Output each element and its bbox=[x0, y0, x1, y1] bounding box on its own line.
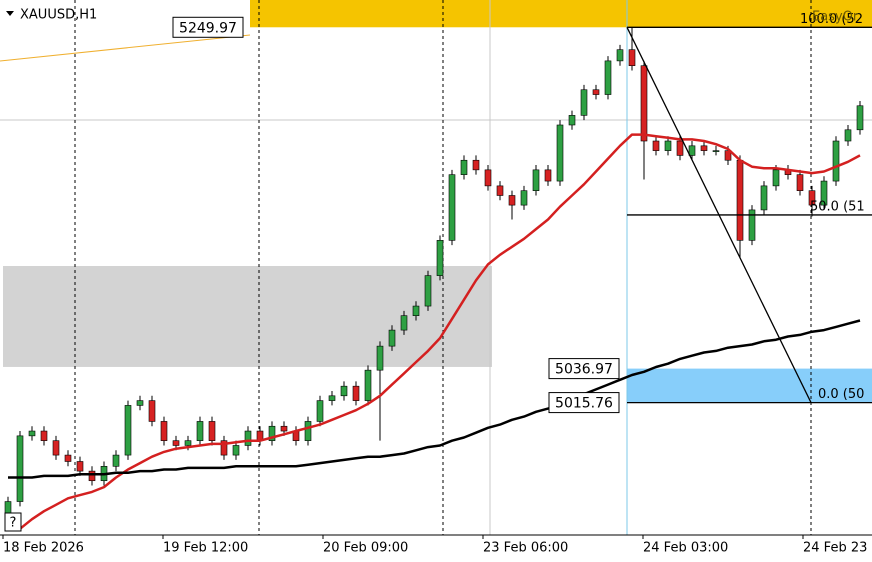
price-label-box bbox=[548, 358, 620, 380]
candle-body bbox=[796, 174, 804, 191]
candle-body bbox=[580, 89, 588, 116]
candle-body bbox=[388, 329, 396, 347]
candle-body bbox=[544, 169, 552, 182]
candle-body bbox=[772, 169, 780, 187]
candle-body bbox=[244, 430, 252, 446]
candle-body bbox=[664, 140, 672, 151]
price-label: 5249.97 bbox=[179, 20, 237, 36]
candle-body bbox=[700, 145, 708, 151]
candle-body bbox=[688, 145, 696, 156]
candle-body bbox=[340, 385, 348, 397]
candle-body bbox=[676, 140, 684, 156]
zones bbox=[3, 0, 872, 403]
candle-body bbox=[304, 421, 312, 441]
candle-body bbox=[40, 430, 48, 441]
zone bbox=[250, 0, 872, 28]
candle-body bbox=[16, 435, 24, 502]
candle-body bbox=[400, 315, 408, 331]
x-tick-label: 24 Feb 03:00 bbox=[643, 541, 728, 556]
candle-body bbox=[520, 190, 528, 206]
candle-body bbox=[736, 159, 744, 241]
candle-body bbox=[496, 185, 504, 196]
moving-average bbox=[19, 133, 861, 530]
menu-arrow[interactable] bbox=[6, 11, 14, 16]
candle-body bbox=[124, 405, 132, 456]
candle-body bbox=[352, 385, 360, 401]
x-tick-label: 20 Feb 09:00 bbox=[323, 541, 408, 556]
x-tick-label: 24 Feb 23 bbox=[803, 541, 867, 556]
symbol-title: XAUUSD,H1 bbox=[20, 8, 97, 23]
candle-body bbox=[616, 49, 624, 62]
candle-body bbox=[328, 395, 336, 401]
fib-label: 50.0 (51 bbox=[810, 199, 865, 214]
candle-body bbox=[280, 425, 288, 432]
candle-body bbox=[436, 240, 444, 276]
x-tick-label: 19 Feb 12:00 bbox=[163, 541, 248, 556]
candle-body bbox=[28, 430, 36, 437]
x-tick-label: 23 Feb 06:00 bbox=[483, 541, 568, 556]
help-box[interactable] bbox=[4, 512, 22, 532]
grid bbox=[0, 0, 872, 535]
moving-average bbox=[8, 319, 861, 479]
candle-body bbox=[508, 195, 516, 206]
overlays: 100.0 (52 50.0 (51 0.0 (50 5249.97 5036.97 50… bbox=[172, 12, 872, 414]
candle-body bbox=[604, 60, 612, 95]
candle-body bbox=[652, 140, 660, 151]
price-label: 5015.76 bbox=[555, 396, 613, 412]
candle-body bbox=[364, 369, 372, 401]
candle-body bbox=[136, 400, 144, 406]
candle-body bbox=[112, 454, 120, 467]
zone bbox=[3, 266, 492, 367]
candle-body bbox=[196, 421, 204, 441]
candle-body bbox=[808, 190, 816, 206]
candle-body bbox=[52, 440, 60, 456]
candle-body bbox=[460, 159, 468, 175]
candle-body bbox=[556, 124, 564, 182]
candle-body bbox=[760, 185, 768, 211]
annotation: EasyOr bbox=[812, 10, 859, 25]
candle-body bbox=[448, 174, 456, 241]
fib-label: 0.0 (50 bbox=[818, 387, 864, 402]
candle-body bbox=[148, 400, 156, 422]
candle-body bbox=[844, 129, 852, 142]
candle-body bbox=[832, 140, 840, 182]
x-tick-label: 18 Feb 2026 bbox=[3, 541, 84, 556]
candle-body bbox=[88, 470, 96, 482]
candle-body bbox=[712, 150, 720, 152]
candle-body bbox=[748, 209, 756, 241]
candle-body bbox=[64, 454, 72, 462]
candle-body bbox=[232, 445, 240, 456]
candle-body bbox=[172, 440, 180, 446]
price-label-box bbox=[548, 392, 620, 414]
candle-body bbox=[184, 440, 192, 446]
help-text[interactable]: ? bbox=[10, 516, 17, 531]
candle-body bbox=[568, 115, 576, 126]
marks bbox=[4, 27, 864, 530]
candle-body bbox=[316, 400, 324, 422]
candle-body bbox=[220, 440, 228, 456]
price-label-box bbox=[172, 16, 244, 38]
candle-body bbox=[160, 421, 168, 441]
candle-body bbox=[424, 275, 432, 307]
candle-body bbox=[640, 65, 648, 142]
candle-body bbox=[628, 49, 636, 66]
candle-body bbox=[820, 180, 828, 206]
candle-body bbox=[76, 461, 84, 472]
candle-body bbox=[268, 425, 276, 441]
candle-body bbox=[856, 105, 864, 131]
candle-body bbox=[412, 305, 420, 316]
candle-body bbox=[208, 421, 216, 441]
trend-line bbox=[0, 34, 251, 62]
candle-body bbox=[376, 345, 384, 371]
candle-body bbox=[472, 159, 480, 171]
candle-body bbox=[592, 89, 600, 95]
fib-label: 100.0 (52 bbox=[800, 12, 863, 27]
zone bbox=[627, 368, 872, 403]
candle-body bbox=[532, 169, 540, 191]
candle-body bbox=[484, 169, 492, 187]
price-label: 5036.97 bbox=[555, 362, 613, 378]
